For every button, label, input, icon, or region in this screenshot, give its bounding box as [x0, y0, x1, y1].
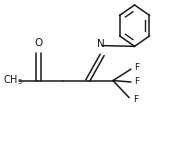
Text: CH$_3$: CH$_3$	[3, 74, 23, 87]
Text: F: F	[133, 95, 138, 104]
Text: N: N	[97, 39, 105, 49]
Text: O: O	[34, 38, 42, 48]
Text: F: F	[135, 77, 140, 87]
Text: F: F	[135, 63, 140, 72]
